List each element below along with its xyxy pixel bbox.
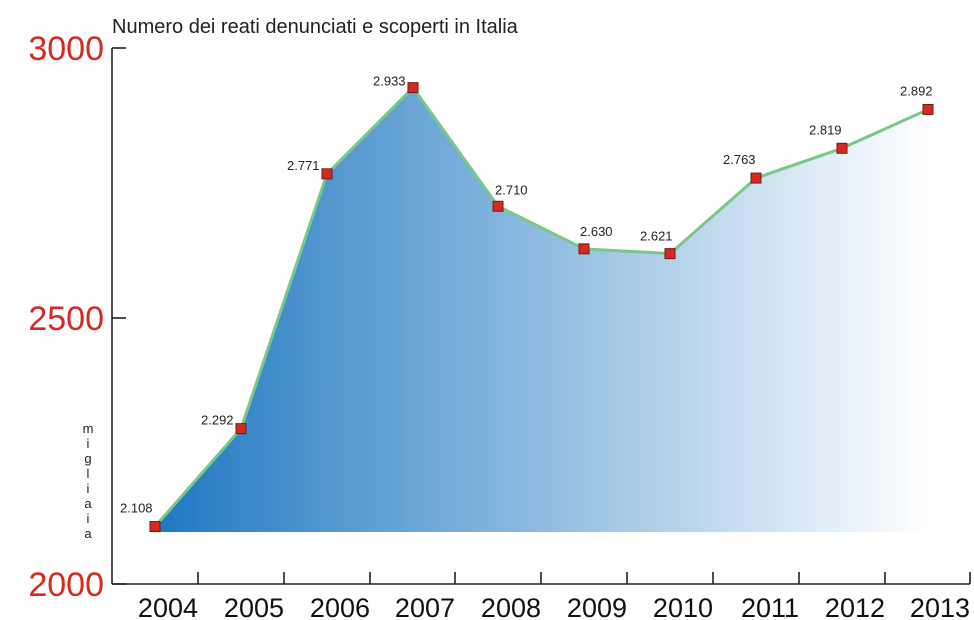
x-tick-label: 2006 [310,593,370,620]
y-axis-label-letter: a [84,526,92,541]
data-marks [149,82,934,533]
data-label: 2.621 [640,229,673,244]
x-tick-label: 2005 [224,593,284,620]
data-label: 2.933 [373,74,406,89]
x-tick-label: 2004 [138,593,198,620]
data-point-marker [750,172,762,184]
area-fill [155,87,928,533]
x-tick-label: 2008 [481,593,541,620]
y-axis-label-letter: i [87,481,90,496]
data-label: 2.763 [723,152,756,167]
area-layer [155,87,928,533]
data-point-marker [492,200,504,212]
y-axis-label-letter: i [87,436,90,451]
data-point-marker [235,423,247,435]
x-tick-label: 2012 [825,593,885,620]
data-point-marker [149,521,161,533]
series-line [153,86,929,528]
x-tick-label: 2011 [741,593,799,620]
y-axis-label-letter: i [87,511,90,526]
data-label: 2.819 [809,122,842,137]
y-axis-label-letter: l [87,466,90,481]
y-tick-label: 2500 [28,300,104,338]
data-label: 2.710 [495,182,528,197]
chart-title: Numero dei reati denunciati e scoperti i… [112,16,519,38]
data-point-marker [407,82,419,94]
labels: 2.108 2.292 2.771 2.933 2.710 2.630 2.621 2.763… [120,74,933,516]
y-tick-label: 2000 [28,566,104,604]
x-tick-label: 2007 [395,593,455,620]
data-label: 2.108 [120,501,153,516]
y-tick-label: 3000 [28,30,104,68]
x-tick-label: 2013 [910,593,970,620]
data-point-marker [578,243,590,255]
data-label: 2.292 [201,413,234,428]
axes: 3000 2500 2000 2004 2005 2006 2007 2008 2009 2010… [28,30,971,620]
data-point-marker [836,142,848,154]
data-point-marker [664,248,676,260]
data-label: 2.892 [900,83,933,98]
x-tick-label: 2009 [567,593,627,620]
data-point-marker [922,103,934,115]
data-label: 2.630 [580,224,613,239]
data-point-marker [321,168,333,180]
y-axis-label-letter: m [83,421,94,436]
y-axis-label-letter: g [84,451,91,466]
y-axis-label-letter: a [84,496,92,511]
x-tick-label: 2010 [653,593,713,620]
data-label: 2.771 [287,158,320,173]
